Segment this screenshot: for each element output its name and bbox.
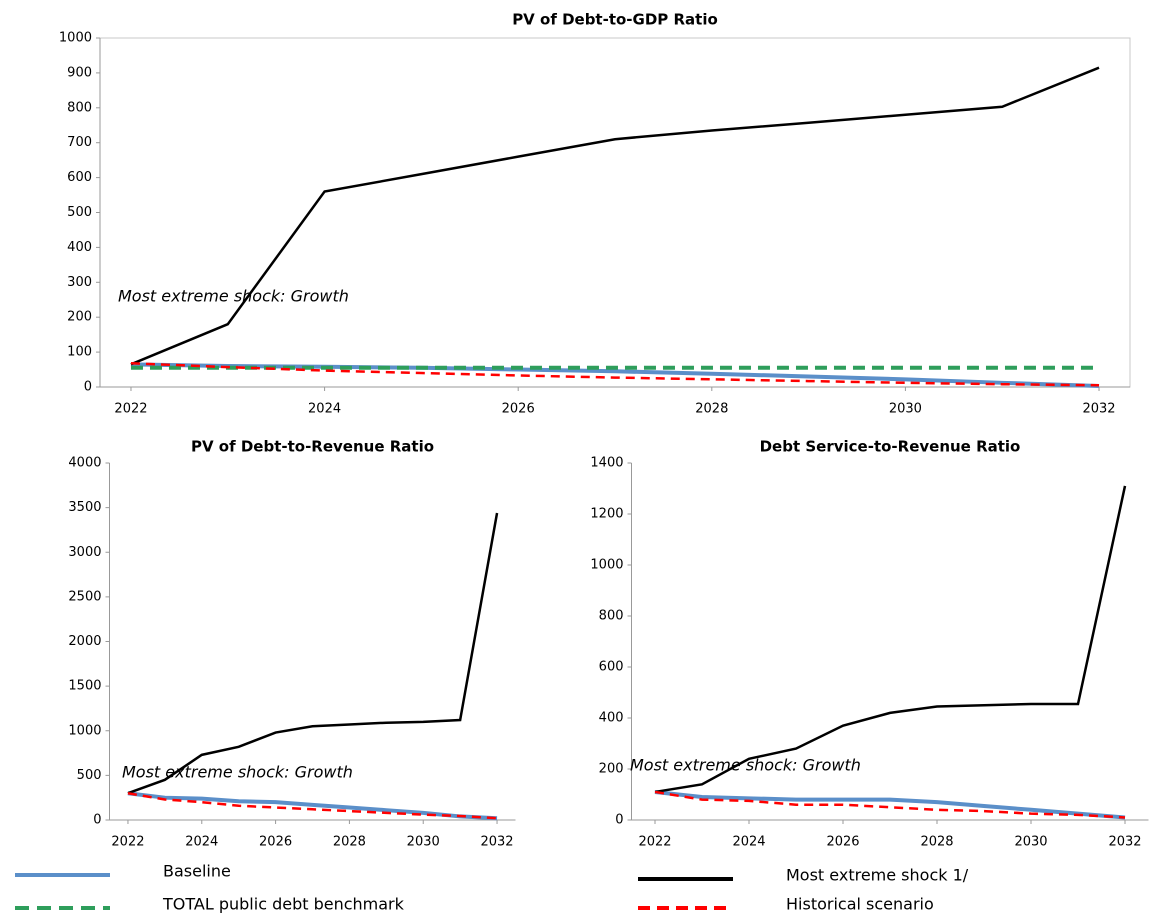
y-tick-label: 0 <box>93 813 101 828</box>
y-tick-label: 900 <box>67 65 92 80</box>
y-tick-label: 600 <box>67 170 92 185</box>
plot-frame <box>99 37 1131 388</box>
x-tick-label: 2022 <box>638 835 671 850</box>
x-tick-label: 2026 <box>826 835 859 850</box>
y-tick-label: 800 <box>67 100 92 115</box>
x-tick-label: 2032 <box>1108 835 1141 850</box>
series-line <box>127 512 499 795</box>
x-tick-label: 2028 <box>920 835 953 850</box>
legend-label: Baseline <box>163 862 231 881</box>
y-tick-label: 300 <box>67 275 92 290</box>
y-tick-label: 400 <box>67 240 92 255</box>
y-tick-label: 200 <box>67 310 92 325</box>
y-tick-label: 2500 <box>68 589 101 604</box>
x-tick-label: 2024 <box>308 402 341 417</box>
annotation: Most extreme shock: Growth <box>630 756 861 775</box>
y-tick-label: 700 <box>67 135 92 150</box>
series-line <box>654 790 1126 819</box>
x-tick-label: 2026 <box>502 402 535 417</box>
series-line <box>130 362 1100 387</box>
y-tick-label: 3000 <box>68 545 101 560</box>
series-line <box>127 791 498 820</box>
legend-label: TOTAL public debt benchmark <box>162 895 405 914</box>
annotation: Most extreme shock: Growth <box>118 287 349 306</box>
y-tick-label: 1500 <box>68 679 101 694</box>
series-line <box>654 485 1127 794</box>
y-tick-label: 3500 <box>68 500 101 515</box>
y-tick-label: 2000 <box>68 634 101 649</box>
y-tick-label: 1000 <box>590 558 623 573</box>
chart-title: Debt Service-to-Revenue Ratio <box>760 438 1021 456</box>
y-tick-label: 800 <box>599 609 624 624</box>
x-tick-label: 2024 <box>185 835 218 850</box>
y-tick-label: 500 <box>67 205 92 220</box>
legend-label: Historical scenario <box>786 895 934 914</box>
y-tick-label: 0 <box>615 813 623 828</box>
x-tick-label: 2028 <box>333 835 366 850</box>
x-tick-label: 2022 <box>111 835 144 850</box>
y-tick-label: 4000 <box>68 456 101 471</box>
x-tick-label: 2030 <box>407 835 440 850</box>
y-tick-label: 100 <box>67 345 92 360</box>
x-tick-label: 2024 <box>732 835 765 850</box>
x-tick-label: 2032 <box>1082 402 1115 417</box>
x-tick-label: 2032 <box>480 835 513 850</box>
y-tick-label: 1400 <box>590 456 623 471</box>
y-tick-label: 1000 <box>59 31 92 46</box>
y-tick-label: 600 <box>599 660 624 675</box>
y-tick-label: 1200 <box>590 507 623 522</box>
y-tick-label: 500 <box>77 768 102 783</box>
series-line <box>127 791 498 821</box>
y-tick-label: 200 <box>599 762 624 777</box>
y-tick-label: 1000 <box>68 723 101 738</box>
x-tick-label: 2030 <box>889 402 922 417</box>
y-tick-label: 0 <box>84 380 92 395</box>
x-tick-label: 2030 <box>1014 835 1047 850</box>
legend-label: Most extreme shock 1/ <box>786 866 969 885</box>
chart-title: PV of Debt-to-GDP Ratio <box>512 11 718 29</box>
x-tick-label: 2028 <box>695 402 728 417</box>
x-tick-label: 2026 <box>259 835 292 850</box>
chart-title: PV of Debt-to-Revenue Ratio <box>191 438 434 456</box>
x-tick-label: 2022 <box>114 402 147 417</box>
series-line <box>654 789 1126 820</box>
annotation: Most extreme shock: Growth <box>122 763 353 782</box>
series-line <box>130 66 1100 366</box>
y-tick-label: 400 <box>599 711 624 726</box>
